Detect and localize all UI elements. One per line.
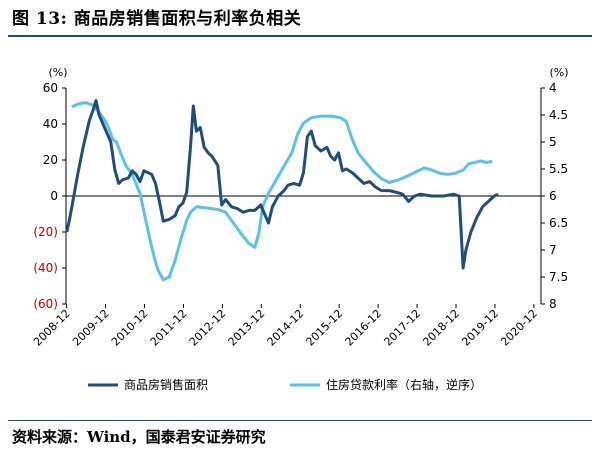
left-tick-label: (20) [33, 225, 58, 239]
left-tick-label: 20 [43, 153, 58, 167]
chart-legend: 商品房销售面积 住房贷款利率（右轴，逆序） [88, 377, 482, 392]
left-axis-unit: (%) [48, 66, 67, 79]
chart-axes: (%) (%) 60 40 20 0 (20) (40) (60) 4 4.5 5 5.5 6 6.5 7 7.… [31, 66, 568, 349]
series-sales-area-line [65, 99, 499, 270]
right-tick-label: 5.5 [549, 162, 568, 176]
right-axis-unit: (%) [549, 66, 568, 79]
right-tick-label: 4 [549, 81, 557, 95]
x-tick-label: 2018-12 [420, 307, 462, 349]
x-tick-label: 2011-12 [148, 307, 190, 349]
right-tick-label: 6.5 [549, 216, 568, 230]
x-tick-label: 2008-12 [31, 307, 73, 349]
legend-label-sales-area: 商品房销售面积 [124, 377, 208, 392]
x-tick-label: 2019-12 [459, 307, 501, 349]
x-tick-label: 2013-12 [226, 307, 268, 349]
left-tick-label: 40 [43, 117, 58, 131]
title-divider [8, 35, 592, 37]
x-tick-label: 2015-12 [304, 307, 346, 349]
source-note: 资料来源：Wind，国泰君安证券研究 [12, 428, 266, 446]
right-tick-label: 7 [549, 243, 557, 257]
right-tick-label: 7.5 [549, 270, 568, 284]
right-tick-label: 5 [549, 135, 557, 149]
left-tick-label: (40) [33, 261, 58, 275]
right-tick-label: 6 [549, 189, 557, 203]
right-tick-label: 4.5 [549, 108, 568, 122]
x-tick-label: 2009-12 [70, 307, 112, 349]
page-title: 图 13: 商品房销售面积与利率负相关 [12, 9, 302, 29]
x-tick-label: 2010-12 [109, 307, 151, 349]
x-tick-label: 2012-12 [187, 307, 229, 349]
right-tick-label: 8 [549, 297, 557, 311]
x-tick-label: 2017-12 [381, 307, 423, 349]
legend-label-mortgage-rate: 住房贷款利率（右轴，逆序） [326, 377, 482, 392]
chart-series [65, 99, 499, 282]
x-tick-label: 2020-12 [498, 307, 540, 349]
left-tick-label: (60) [33, 297, 58, 311]
source-divider [8, 420, 592, 421]
left-tick-label: 60 [43, 81, 58, 95]
x-tick-label: 2014-12 [265, 307, 307, 349]
left-tick-label: 0 [50, 189, 58, 203]
x-tick-label: 2016-12 [343, 307, 385, 349]
